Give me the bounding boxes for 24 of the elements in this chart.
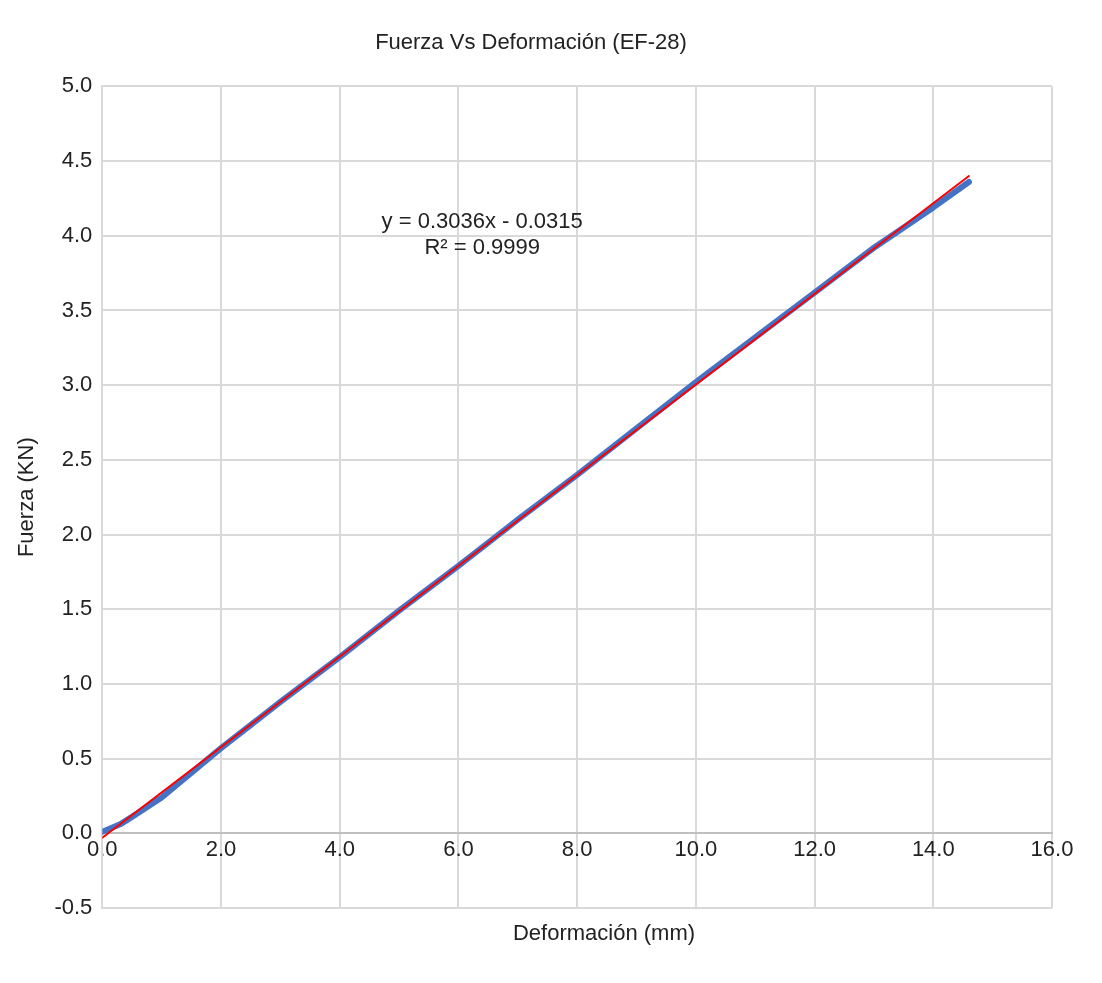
x-tick-label: 2.0: [205, 835, 237, 861]
x-tick-label: 12.0: [793, 835, 836, 861]
y-tick-label: 0.5: [61, 744, 93, 770]
y-axis-title: Fuerza (KN): [13, 437, 39, 558]
y-tick-label: 5.0: [61, 72, 93, 98]
x-axis-title: Deformación (mm): [511, 920, 697, 946]
y-tick-label: 2.5: [61, 445, 93, 471]
y-tick-label: 4.5: [61, 147, 93, 173]
x-tick-label: 10.0: [674, 835, 718, 861]
y-tick-label: 1.0: [61, 669, 93, 695]
x-tick-label: 6.0: [443, 835, 474, 861]
y-tick-label: 3.0: [61, 371, 93, 397]
y-tick-label: 1.5: [61, 595, 93, 621]
y-tick-label: -0.5: [54, 894, 93, 920]
x-tick-label: 8.0: [561, 835, 593, 861]
annotation: y = 0.3036x - 0.0315: [381, 208, 583, 234]
chart-title: Fuerza Vs Deformación (EF-28): [375, 29, 687, 55]
y-tick-label: 2.0: [61, 520, 93, 546]
y-tick-label: 3.5: [61, 296, 93, 322]
x-tick-label: 16.0: [1030, 835, 1074, 861]
x-tick-label: 4.0: [324, 835, 356, 861]
x-tick-label: 14.0: [911, 835, 955, 861]
y-tick-label: 4.0: [61, 221, 93, 247]
annotation: R² = 0.9999: [424, 234, 540, 260]
